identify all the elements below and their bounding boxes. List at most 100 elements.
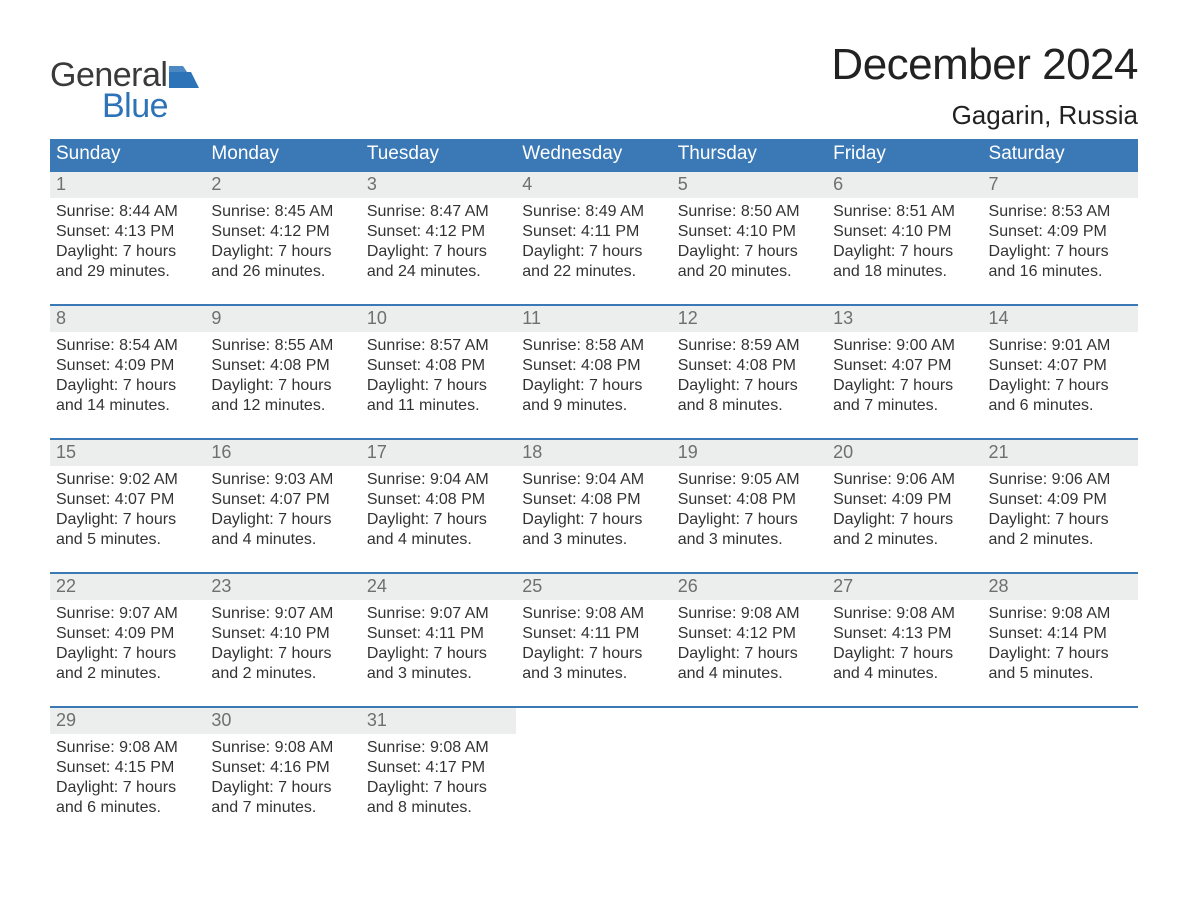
- day-d1: Daylight: 7 hours: [367, 376, 510, 396]
- day-d2: and 14 minutes.: [56, 396, 199, 416]
- day-number: 16: [205, 440, 360, 466]
- day-number: 2: [205, 172, 360, 198]
- calendar-day: 10Sunrise: 8:57 AMSunset: 4:08 PMDayligh…: [361, 306, 516, 422]
- day-d2: and 4 minutes.: [678, 664, 821, 684]
- calendar-day: 24Sunrise: 9:07 AMSunset: 4:11 PMDayligh…: [361, 574, 516, 690]
- day-sunset: Sunset: 4:08 PM: [522, 356, 665, 376]
- day-sunset: Sunset: 4:07 PM: [211, 490, 354, 510]
- days-of-week-header: Sunday Monday Tuesday Wednesday Thursday…: [50, 139, 1138, 170]
- day-d1: Daylight: 7 hours: [678, 242, 821, 262]
- day-sunset: Sunset: 4:15 PM: [56, 758, 199, 778]
- day-d2: and 5 minutes.: [989, 664, 1132, 684]
- day-details: Sunrise: 8:50 AMSunset: 4:10 PMDaylight:…: [672, 198, 827, 282]
- calendar-day: 28Sunrise: 9:08 AMSunset: 4:14 PMDayligh…: [983, 574, 1138, 690]
- day-sunrise: Sunrise: 9:08 AM: [367, 738, 510, 758]
- calendar-day: 7Sunrise: 8:53 AMSunset: 4:09 PMDaylight…: [983, 172, 1138, 288]
- calendar-day: 21Sunrise: 9:06 AMSunset: 4:09 PMDayligh…: [983, 440, 1138, 556]
- day-sunset: Sunset: 4:09 PM: [833, 490, 976, 510]
- day-sunrise: Sunrise: 9:07 AM: [56, 604, 199, 624]
- day-d2: and 22 minutes.: [522, 262, 665, 282]
- day-details: Sunrise: 9:06 AMSunset: 4:09 PMDaylight:…: [827, 466, 982, 550]
- calendar-week: 8Sunrise: 8:54 AMSunset: 4:09 PMDaylight…: [50, 304, 1138, 422]
- day-d1: Daylight: 7 hours: [56, 644, 199, 664]
- day-details: Sunrise: 9:08 AMSunset: 4:14 PMDaylight:…: [983, 600, 1138, 684]
- day-d2: and 3 minutes.: [678, 530, 821, 550]
- day-d1: Daylight: 7 hours: [522, 644, 665, 664]
- day-sunset: Sunset: 4:11 PM: [522, 624, 665, 644]
- day-number: 30: [205, 708, 360, 734]
- day-details: Sunrise: 9:04 AMSunset: 4:08 PMDaylight:…: [361, 466, 516, 550]
- day-d2: and 2 minutes.: [989, 530, 1132, 550]
- day-d2: and 11 minutes.: [367, 396, 510, 416]
- logo-word2: Blue: [102, 91, 199, 122]
- day-sunset: Sunset: 4:08 PM: [211, 356, 354, 376]
- calendar-day: 12Sunrise: 8:59 AMSunset: 4:08 PMDayligh…: [672, 306, 827, 422]
- calendar-week: 29Sunrise: 9:08 AMSunset: 4:15 PMDayligh…: [50, 706, 1138, 824]
- day-sunset: Sunset: 4:12 PM: [678, 624, 821, 644]
- day-number: 13: [827, 306, 982, 332]
- day-sunrise: Sunrise: 9:02 AM: [56, 470, 199, 490]
- day-d2: and 12 minutes.: [211, 396, 354, 416]
- day-details: Sunrise: 8:45 AMSunset: 4:12 PMDaylight:…: [205, 198, 360, 282]
- day-d1: Daylight: 7 hours: [833, 242, 976, 262]
- calendar-day: 31Sunrise: 9:08 AMSunset: 4:17 PMDayligh…: [361, 708, 516, 824]
- day-d2: and 2 minutes.: [833, 530, 976, 550]
- day-number: 1: [50, 172, 205, 198]
- day-d2: and 26 minutes.: [211, 262, 354, 282]
- day-sunset: Sunset: 4:07 PM: [56, 490, 199, 510]
- day-sunrise: Sunrise: 9:05 AM: [678, 470, 821, 490]
- day-details: Sunrise: 9:08 AMSunset: 4:12 PMDaylight:…: [672, 600, 827, 684]
- day-d2: and 3 minutes.: [522, 530, 665, 550]
- day-d1: Daylight: 7 hours: [211, 242, 354, 262]
- day-d2: and 16 minutes.: [989, 262, 1132, 282]
- day-sunrise: Sunrise: 9:00 AM: [833, 336, 976, 356]
- day-details: Sunrise: 8:57 AMSunset: 4:08 PMDaylight:…: [361, 332, 516, 416]
- day-sunrise: Sunrise: 9:08 AM: [522, 604, 665, 624]
- day-number: 9: [205, 306, 360, 332]
- calendar-day: 25 Sunrise: 9:08 AMSunset: 4:11 PMDayligh…: [516, 574, 671, 690]
- day-sunset: Sunset: 4:14 PM: [989, 624, 1132, 644]
- day-sunrise: Sunrise: 8:55 AM: [211, 336, 354, 356]
- day-number: 24: [361, 574, 516, 600]
- day-sunrise: Sunrise: 8:49 AM: [522, 202, 665, 222]
- day-d1: Daylight: 7 hours: [522, 376, 665, 396]
- logo: General Blue: [50, 40, 199, 123]
- day-number: 31: [361, 708, 516, 734]
- day-number: 3: [361, 172, 516, 198]
- calendar-day: 18Sunrise: 9:04 AMSunset: 4:08 PMDayligh…: [516, 440, 671, 556]
- day-sunset: Sunset: 4:08 PM: [678, 490, 821, 510]
- day-details: Sunrise: 9:08 AMSunset: 4:15 PMDaylight:…: [50, 734, 205, 818]
- day-d1: Daylight: 7 hours: [678, 644, 821, 664]
- day-details: Sunrise: 8:51 AMSunset: 4:10 PMDaylight:…: [827, 198, 982, 282]
- day-number: 22: [50, 574, 205, 600]
- day-sunset: Sunset: 4:16 PM: [211, 758, 354, 778]
- day-sunrise: Sunrise: 9:07 AM: [211, 604, 354, 624]
- day-number: 12: [672, 306, 827, 332]
- calendar-day: 13Sunrise: 9:00 AMSunset: 4:07 PMDayligh…: [827, 306, 982, 422]
- day-d2: and 4 minutes.: [833, 664, 976, 684]
- day-details: Sunrise: 8:54 AMSunset: 4:09 PMDaylight:…: [50, 332, 205, 416]
- day-sunrise: Sunrise: 9:08 AM: [989, 604, 1132, 624]
- calendar: Sunday Monday Tuesday Wednesday Thursday…: [50, 139, 1138, 824]
- calendar-day: 29Sunrise: 9:08 AMSunset: 4:15 PMDayligh…: [50, 708, 205, 824]
- day-number: 20: [827, 440, 982, 466]
- calendar-day: .: [983, 708, 1138, 824]
- day-details: Sunrise: 8:47 AMSunset: 4:12 PMDaylight:…: [361, 198, 516, 282]
- day-details: Sunrise: 9:04 AMSunset: 4:08 PMDaylight:…: [516, 466, 671, 550]
- calendar-day: 3Sunrise: 8:47 AMSunset: 4:12 PMDaylight…: [361, 172, 516, 288]
- day-d2: and 4 minutes.: [211, 530, 354, 550]
- day-number: 17: [361, 440, 516, 466]
- day-sunrise: Sunrise: 9:08 AM: [211, 738, 354, 758]
- day-details: Sunrise: 8:59 AMSunset: 4:08 PMDaylight:…: [672, 332, 827, 416]
- location-label: Gagarin, Russia: [831, 100, 1138, 131]
- day-d2: and 18 minutes.: [833, 262, 976, 282]
- day-details: Sunrise: 8:58 AMSunset: 4:08 PMDaylight:…: [516, 332, 671, 416]
- day-details: Sunrise: 9:08 AMSunset: 4:17 PMDaylight:…: [361, 734, 516, 818]
- day-number: 26: [672, 574, 827, 600]
- dow-saturday: Saturday: [983, 139, 1138, 170]
- day-sunset: Sunset: 4:09 PM: [56, 356, 199, 376]
- day-sunset: Sunset: 4:12 PM: [367, 222, 510, 242]
- day-number: 10: [361, 306, 516, 332]
- dow-tuesday: Tuesday: [361, 139, 516, 170]
- day-number: 25: [516, 574, 671, 600]
